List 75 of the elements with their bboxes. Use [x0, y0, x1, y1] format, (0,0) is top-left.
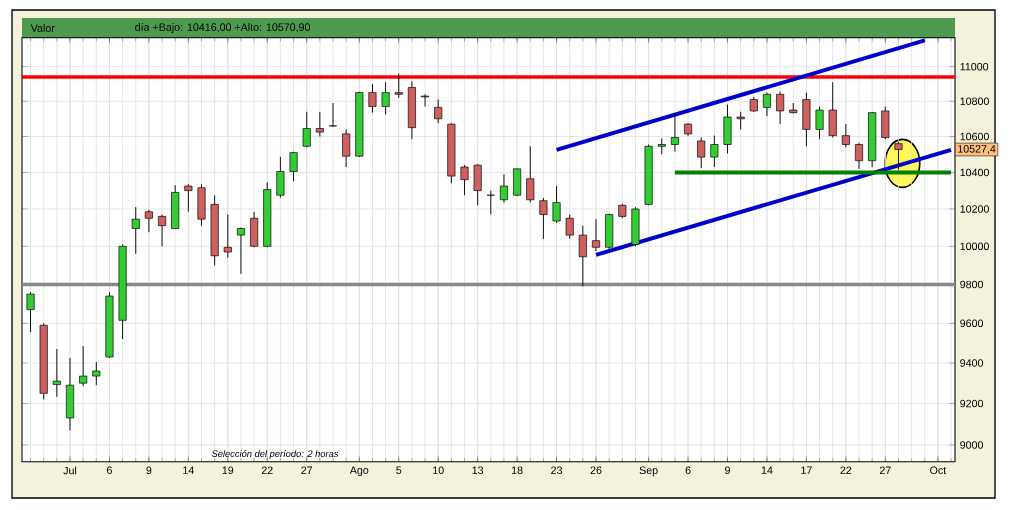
candlestick — [131, 206, 140, 255]
chart-subtitle: día +Bajo: 10416,00 +Alto: 10570,90 — [135, 22, 311, 34]
x-tick-label: 26 — [590, 466, 602, 475]
candlestick — [144, 209, 153, 233]
candlestick — [394, 73, 403, 99]
y-tick-label: 9200 — [960, 399, 984, 408]
x-tick-label: 6 — [685, 466, 691, 475]
candlestick — [854, 142, 864, 170]
candlestick — [841, 123, 850, 148]
x-tick-label: 14 — [761, 466, 773, 474]
candlestick — [539, 197, 548, 240]
chart-title: Valor — [30, 24, 55, 32]
candlestick — [328, 102, 338, 128]
x-tick-label: 19 — [222, 466, 234, 475]
candlestick — [762, 92, 771, 117]
annotation: 10527,4 — [958, 145, 996, 154]
x-tick-label: 14 — [183, 466, 194, 474]
y-tick-label: 11000 — [960, 62, 989, 71]
candlestick — [552, 185, 561, 224]
candlestick — [697, 136, 706, 169]
x-tick-label: Sep — [639, 466, 658, 477]
x-tick-label: 10 — [433, 466, 444, 475]
candlestick — [26, 291, 35, 333]
x-tick-label: 18 — [511, 466, 523, 475]
y-tick-label: 10200 — [960, 205, 989, 213]
y-tick-label: 9600 — [960, 319, 984, 328]
y-tick-label: 9400 — [960, 359, 984, 367]
candlestick — [368, 83, 377, 114]
x-tick-label: Ago — [349, 466, 369, 477]
x-tick-label: 5 — [396, 466, 402, 474]
candlestick — [289, 151, 298, 182]
candlestick — [894, 141, 903, 171]
x-tick-label: 22 — [261, 466, 273, 474]
candlestick — [381, 81, 390, 115]
candlestick — [342, 128, 351, 168]
y-tick-label: 10000 — [960, 242, 989, 251]
x-tick-label: Jul — [63, 466, 77, 475]
x-tick-label: 6 — [107, 466, 112, 475]
x-tick-label: 13 — [472, 466, 484, 475]
candlestick — [776, 91, 785, 125]
y-tick-label: 10600 — [960, 132, 989, 141]
y-tick-label: 10400 — [960, 168, 989, 177]
annotation: Selección del período: 2 horas — [211, 450, 339, 459]
candlestick — [670, 113, 679, 153]
candlestick — [52, 348, 61, 398]
candlestick — [591, 218, 601, 252]
candlestick — [184, 183, 193, 213]
candlestick — [421, 93, 430, 108]
candlestick — [302, 111, 311, 148]
candlestick — [276, 156, 285, 199]
candlestick — [499, 173, 508, 204]
candlestick — [158, 214, 167, 247]
candlestick — [315, 111, 324, 137]
y-tick-label: 10800 — [960, 97, 989, 106]
x-tick-label: Oct — [930, 466, 947, 475]
candlestick — [223, 214, 232, 259]
candlestick — [79, 345, 88, 387]
x-tick-label: 17 — [801, 466, 812, 474]
candlestick — [460, 164, 469, 196]
x-tick-label: 23 — [551, 466, 563, 475]
candlestick — [526, 145, 535, 204]
x-tick-label: 22 — [840, 466, 852, 474]
x-tick-label: 9 — [146, 466, 152, 475]
y-tick-label: 9000 — [960, 441, 984, 449]
candlestick — [434, 99, 443, 124]
candlestick — [578, 225, 587, 287]
candlestick — [565, 214, 574, 240]
candlestick — [815, 106, 824, 140]
x-tick-label: 9 — [725, 466, 730, 475]
y-tick-label: 9800 — [960, 280, 984, 289]
x-tick-label: 27 — [879, 466, 891, 474]
candlestick — [236, 227, 245, 275]
x-tick-label: 27 — [301, 466, 313, 474]
candlestick — [710, 135, 719, 168]
candlestick — [92, 361, 101, 386]
